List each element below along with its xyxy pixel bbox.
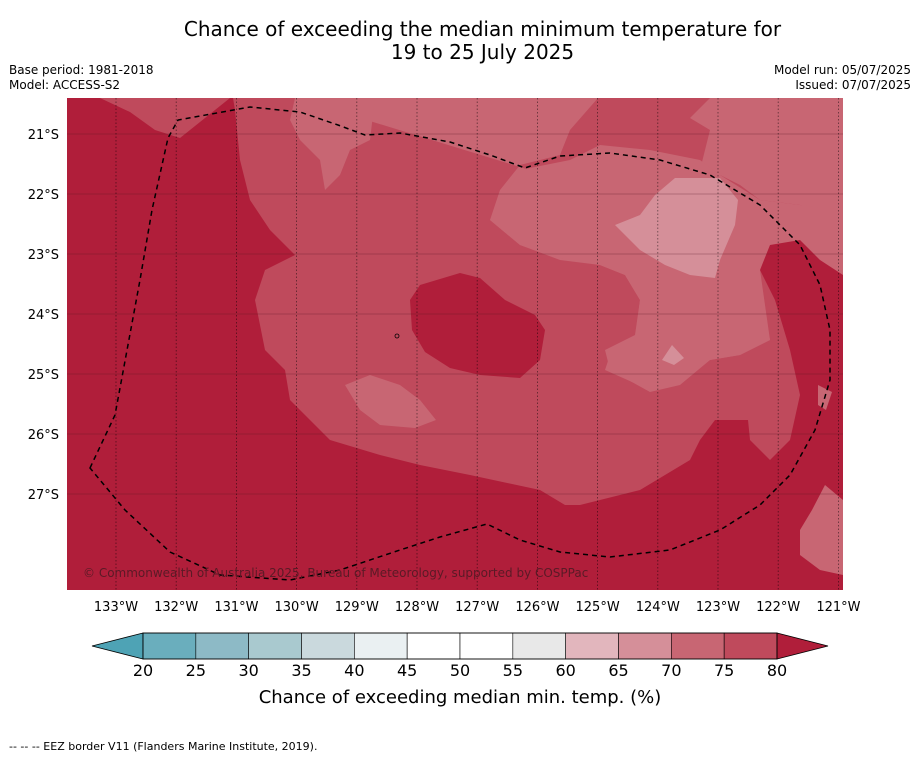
map-area [67, 98, 843, 590]
issued-date: Issued: 07/07/2025 [795, 78, 911, 92]
colorbar-cell [723, 632, 778, 660]
lon-tick-label: 129°W [335, 600, 379, 615]
model-run: Model run: 05/07/2025 [773, 63, 911, 77]
colorbar-tick-label: 35 [291, 661, 311, 680]
lon-tick-label: 130°W [275, 600, 319, 615]
lon-tick-label: 124°W [636, 600, 680, 615]
colorbar-tick-label: 80 [767, 661, 787, 680]
region-70-75-island [345, 375, 436, 428]
colorbar-tick-label: 30 [238, 661, 258, 680]
copyright-text: © Commonwealth of Australia 2025, Bureau… [83, 566, 588, 580]
latitude-gridlines [67, 133, 843, 495]
colorbar-cell [354, 632, 408, 660]
colorbar-cells [142, 632, 778, 660]
lon-tick-label: 121°W [816, 600, 860, 615]
colorbar-cell [142, 632, 197, 660]
latitude-labels: 21°S 22°S 23°S 24°S 25°S 26°S 27°S [28, 128, 59, 503]
lat-tick-label: 22°S [28, 188, 59, 203]
lon-tick-label: 123°W [696, 600, 740, 615]
colorbar-under-arrow [91, 632, 144, 660]
title-line-2: 19 to 25 July 2025 [390, 40, 575, 64]
colorbar-cell [459, 632, 514, 660]
region-65-70-patch [615, 178, 738, 278]
region-65-70-dot [662, 345, 684, 365]
colorbar-tick-label: 75 [714, 661, 734, 680]
lon-tick-label: 125°W [576, 600, 620, 615]
lat-tick-label: 26°S [28, 428, 59, 443]
colorbar-title: Chance of exceeding median min. temp. (%… [259, 687, 662, 708]
colorbar-cell [512, 632, 566, 660]
colorbar-tick-label: 40 [344, 661, 364, 680]
colorbar-cell [406, 632, 461, 660]
colorbar-cell [195, 632, 249, 660]
colorbar-tick-label: 60 [555, 661, 575, 680]
lon-tick-label: 122°W [756, 600, 800, 615]
map-title: Chance of exceeding the median minimum t… [0, 18, 919, 64]
colorbar-tick-labels: 20 25 30 35 40 45 50 55 60 65 70 75 80 [133, 661, 787, 680]
lat-tick-label: 23°S [28, 248, 59, 263]
region-75-80-topleft [100, 98, 230, 138]
colorbar-cell [565, 632, 619, 660]
colorbar-tick-label: 50 [450, 661, 470, 680]
colorbar-cell [248, 632, 302, 660]
region-70-75-southeast [800, 485, 843, 575]
lat-tick-label: 24°S [28, 308, 59, 323]
island-marker [394, 333, 400, 339]
colorbar-tick-label: 20 [133, 661, 153, 680]
lon-tick-label: 132°W [154, 600, 198, 615]
colorbar-tick-label: 25 [186, 661, 206, 680]
lon-tick-label: 127°W [455, 600, 499, 615]
colorbar-tick-label: 70 [661, 661, 681, 680]
region-70-75-east [490, 145, 843, 392]
meta-right: Model run: 05/07/2025 Issued: 07/07/2025 [774, 63, 911, 93]
colorbar-over-arrow [776, 632, 829, 660]
region-70-75-upper-central [290, 98, 375, 190]
lat-tick-label: 25°S [28, 368, 59, 383]
lat-tick-label: 27°S [28, 488, 59, 503]
lat-tick-label: 21°S [28, 128, 59, 143]
colorbar-frame [142, 632, 778, 660]
lon-tick-label: 133°W [94, 600, 138, 615]
lon-tick-label: 126°W [515, 600, 559, 615]
eez-footnote: -- -- -- EEZ border V11 (Flanders Marine… [9, 740, 318, 753]
colorbar-tick-label: 45 [397, 661, 417, 680]
eez-border [89, 106, 831, 581]
colorbar-tick-label: 55 [503, 661, 523, 680]
model-name: Model: ACCESS-S2 [9, 78, 121, 92]
colorbar-tick-label: 65 [608, 661, 628, 680]
title-line-1: Chance of exceeding the median minimum t… [183, 17, 782, 41]
base-period: Base period: 1981-2018 [9, 63, 154, 77]
colorbar: 20 25 30 35 40 45 50 55 60 65 70 75 80 Chance of exc… [91, 632, 829, 708]
longitude-gridlines [115, 98, 839, 590]
meta-left: Base period: 1981-2018 Model: ACCESS-S2 [9, 63, 154, 93]
colorbar-cell [301, 632, 355, 660]
colorbar-cell [671, 632, 725, 660]
lon-tick-label: 131°W [214, 600, 258, 615]
colorbar-cell [618, 632, 672, 660]
lon-tick-label: 128°W [395, 600, 439, 615]
longitude-labels: 133°W 132°W 131°W 130°W 129°W 128°W 127°W 126°W… [94, 600, 861, 615]
